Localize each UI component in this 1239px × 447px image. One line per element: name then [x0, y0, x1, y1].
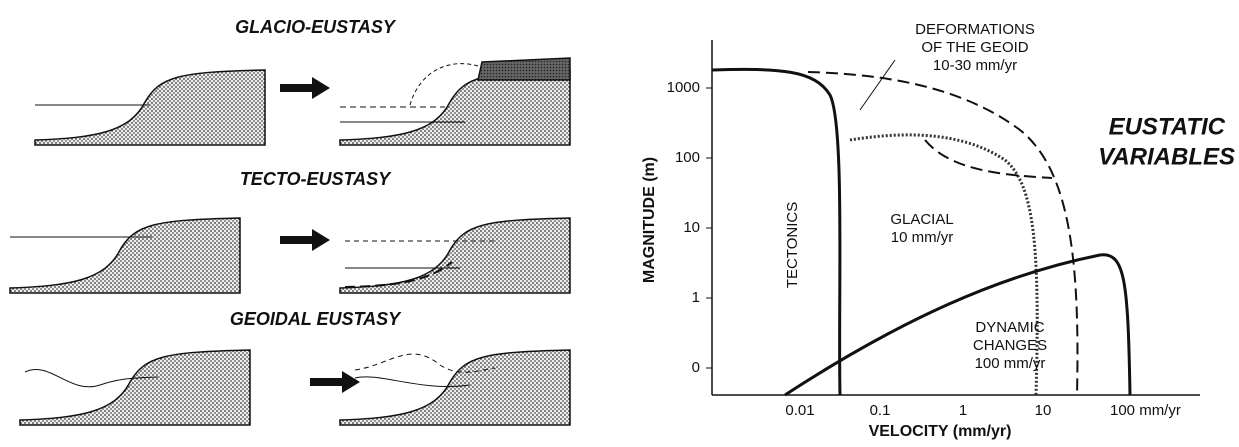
- region-label: DEFORMATIONS: [915, 21, 1035, 38]
- plot-title: EUSTATIC: [1109, 113, 1226, 140]
- panel-title: TECTO-EUSTASY: [240, 169, 392, 189]
- x-axis-label: VELOCITY (mm/yr): [869, 423, 1012, 440]
- shore-profile: [340, 350, 570, 425]
- geoid-curve: [925, 140, 1052, 178]
- shore-profile: [10, 218, 240, 293]
- shore-profile: [340, 218, 570, 293]
- y-tick-label: 100: [675, 149, 700, 166]
- region-label: 10 mm/yr: [891, 229, 954, 246]
- y-tick-label: 10: [683, 219, 700, 236]
- plot-title: VARIABLES: [1098, 143, 1235, 170]
- region-label: GLACIAL: [890, 211, 953, 228]
- y-tick-label: 1000: [667, 79, 700, 96]
- region-label: DYNAMIC: [975, 319, 1044, 336]
- y-tick-label: 0: [692, 359, 700, 376]
- y-axis-label: MAGNITUDE (m): [641, 157, 658, 283]
- figure: GLACIO-EUSTASY TECTO-EUSTASY GEOIDAL EUS…: [0, 0, 1239, 442]
- x-tick-label: 0.1: [870, 402, 891, 419]
- arrow: [310, 371, 360, 393]
- arrow: [280, 229, 330, 251]
- region-label: 10-30 mm/yr: [933, 57, 1017, 74]
- ice-sheet: [478, 58, 570, 80]
- x-tick-label: 100 mm/yr: [1110, 402, 1181, 419]
- tectonics-curve: [712, 69, 840, 395]
- leader-line: [860, 60, 895, 110]
- region-label: 100 mm/yr: [975, 355, 1046, 372]
- region-label: CHANGES: [973, 337, 1047, 354]
- shore-profile: [20, 350, 250, 425]
- region-label: TECTONICS: [784, 202, 801, 288]
- shore-profile: [35, 70, 265, 145]
- panel-title: GEOIDAL EUSTASY: [230, 309, 402, 329]
- panel-title: GLACIO-EUSTASY: [235, 17, 397, 37]
- region-label: OF THE GEOID: [921, 39, 1028, 56]
- y-tick-label: 1: [692, 289, 700, 306]
- arrow: [280, 77, 330, 99]
- dynamic-curve: [785, 255, 1130, 395]
- x-tick-label: 0.01: [785, 402, 814, 419]
- x-tick-label: 1: [959, 402, 967, 419]
- x-tick-label: 10: [1035, 402, 1052, 419]
